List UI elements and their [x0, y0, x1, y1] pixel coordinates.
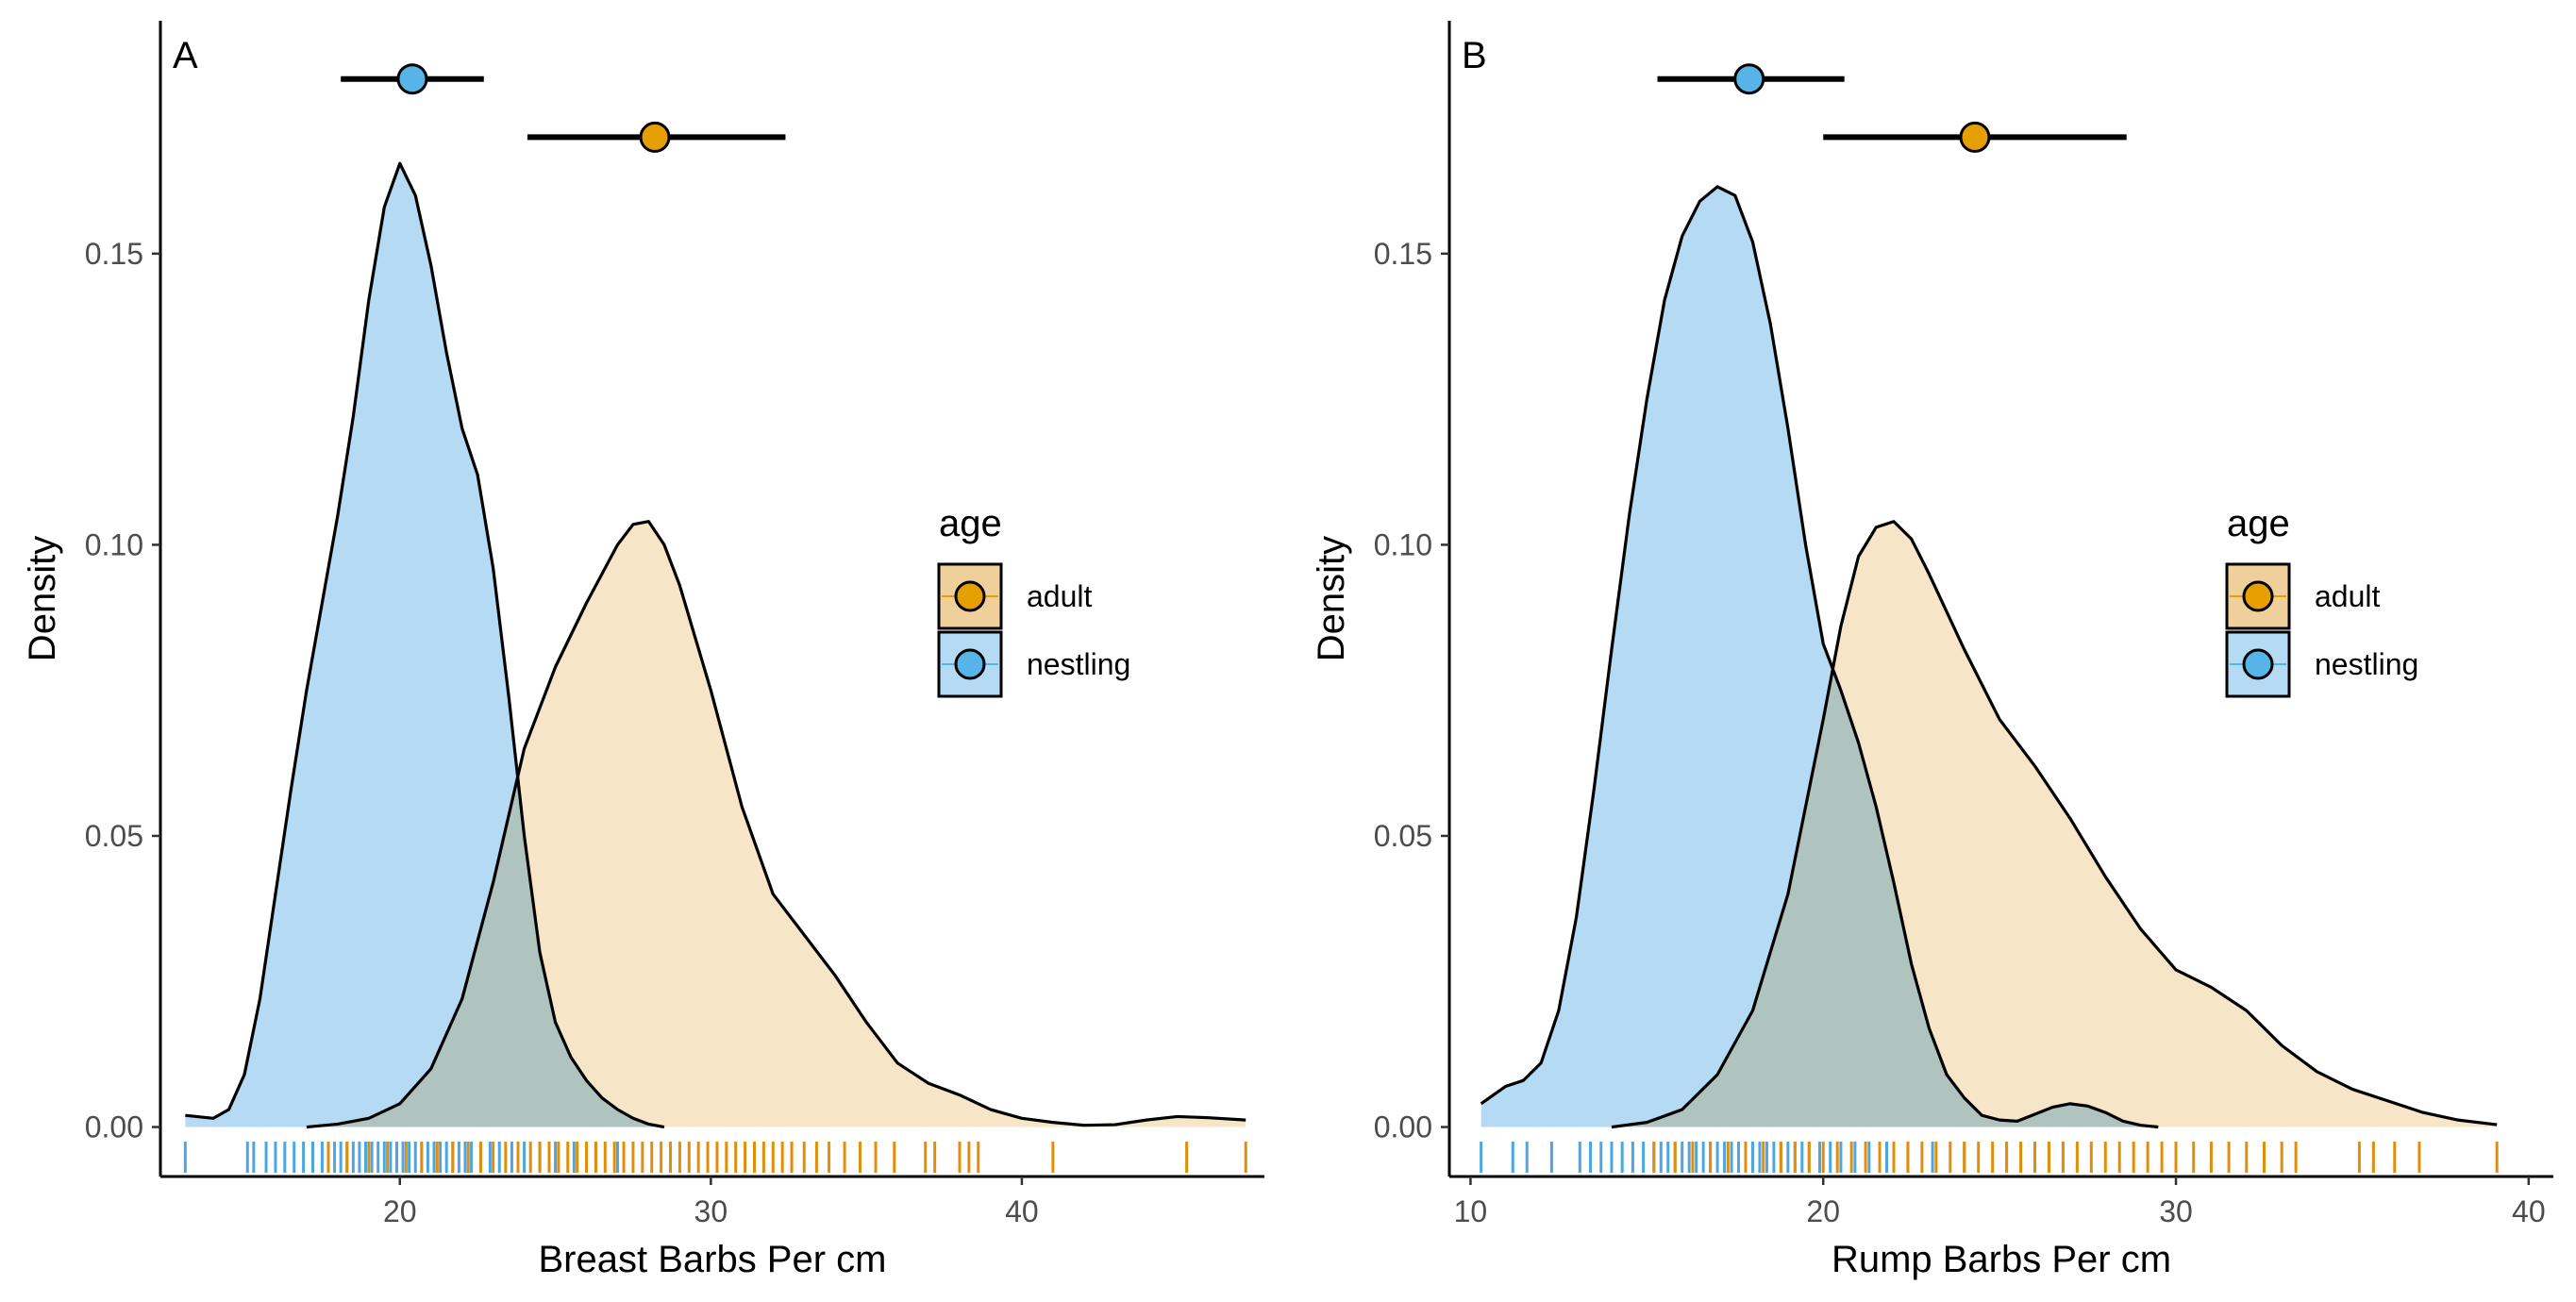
nestling-density-line — [185, 161, 665, 1129]
y-tick-label: 0.05 — [1374, 819, 1432, 853]
x-axis-title: Rump Barbs Per cm — [1832, 1239, 2171, 1280]
legend-label-nestling: nestling — [2315, 647, 2418, 681]
nestling-mean-point — [396, 63, 428, 95]
y-axis-title: Density — [22, 536, 63, 661]
rug-marks — [1480, 1142, 2499, 1173]
y-axis-title: Density — [1311, 536, 1352, 661]
y-tick-label: 0.10 — [85, 527, 143, 561]
rug-marks — [183, 1142, 1247, 1173]
adult-mean-point — [1959, 121, 1991, 153]
nestling-density-line — [1480, 185, 2159, 1129]
x-tick-label: 10 — [1454, 1194, 1488, 1228]
y-tick-label: 0.10 — [1374, 527, 1432, 561]
adult-mean-point — [639, 121, 671, 153]
legend-point — [954, 580, 986, 612]
plot-area — [183, 161, 1247, 1173]
adult-density-area — [306, 521, 1246, 1127]
nestling-mean-point — [1733, 63, 1765, 95]
y-tick-label: 0.00 — [85, 1110, 143, 1144]
panel-b: 0.00 0.05 0.10 0.15 10 20 30 40 Rump Barbs Per c… — [1311, 21, 2553, 1280]
y-tick-label: 0.15 — [85, 237, 143, 271]
legend-key-nestling — [2225, 630, 2291, 698]
legend-label-adult: adult — [1027, 579, 1093, 613]
y-tick-label: 0.05 — [85, 819, 143, 853]
panel-a: 0.00 0.05 0.10 0.15 20 30 40 Breast Barbs Per c… — [22, 21, 1264, 1280]
legend-label-adult: adult — [2315, 579, 2381, 613]
panel-tag: B — [1462, 35, 1487, 76]
adult-density-line — [306, 520, 1246, 1129]
x-tick-label: 40 — [1005, 1194, 1039, 1228]
legend-key-adult — [2225, 562, 2291, 630]
legend-title: age — [2227, 503, 2290, 544]
adult-density-line — [1611, 520, 2498, 1129]
y-tick-label: 0.00 — [1374, 1110, 1432, 1144]
legend-point — [2242, 580, 2274, 612]
y-tick-label: 0.15 — [1374, 237, 1432, 271]
x-tick-label: 40 — [2512, 1194, 2546, 1228]
x-tick-label: 30 — [694, 1194, 728, 1228]
legend-point — [2242, 648, 2274, 680]
x-tick-label: 20 — [383, 1194, 417, 1228]
legend-title: age — [939, 503, 1002, 544]
x-tick-label: 30 — [2159, 1194, 2193, 1228]
x-tick-label: 20 — [1806, 1194, 1840, 1228]
x-axis-title: Breast Barbs Per cm — [538, 1239, 886, 1280]
nestling-density-area — [185, 163, 664, 1127]
plot-area — [1480, 185, 2499, 1173]
legend-key-nestling — [937, 630, 1003, 698]
legend-point — [954, 648, 986, 680]
legend-key-adult — [937, 562, 1003, 630]
panel-tag: A — [173, 35, 198, 76]
nestling-density-area — [1480, 186, 2159, 1127]
legend-label-nestling: nestling — [1027, 647, 1130, 681]
